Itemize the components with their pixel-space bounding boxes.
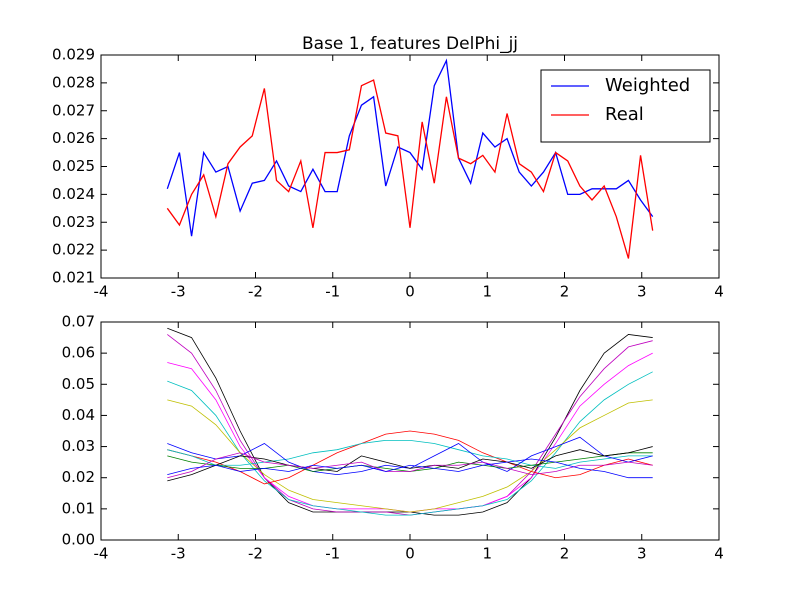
legend-label: Real	[605, 104, 644, 125]
data-line	[166, 79, 654, 259]
x-tick-label: 3	[637, 283, 647, 301]
y-tick-label: 0.05	[62, 375, 95, 393]
y-tick-label: 0.04	[62, 406, 95, 424]
x-tick-label: 1	[482, 283, 492, 301]
y-tick-label: 0.07	[62, 313, 95, 331]
x-tick-label: -1	[325, 283, 340, 301]
y-tick-label: 0.027	[52, 101, 95, 119]
x-tick-label: 1	[482, 545, 492, 563]
x-tick-label: 0	[405, 545, 415, 563]
data-line	[167, 430, 653, 485]
data-line	[167, 452, 653, 479]
x-tick-label: 2	[560, 545, 570, 563]
x-tick-label: -2	[248, 545, 263, 563]
y-tick-label: 0.026	[52, 129, 95, 147]
x-tick-label: 4	[714, 545, 724, 563]
x-tick-label: -4	[94, 545, 109, 563]
data-line	[167, 439, 653, 469]
x-tick-label: -2	[248, 283, 263, 301]
x-tick-label: -4	[94, 283, 109, 301]
data-line	[167, 371, 653, 516]
y-tick-label: 0.00	[62, 531, 95, 549]
x-tick-label: 4	[714, 283, 724, 301]
x-tick-label: -1	[325, 545, 340, 563]
y-tick-label: 0.03	[62, 437, 95, 455]
y-tick-label: 0.021	[52, 269, 95, 287]
y-tick-label: 0.029	[52, 46, 95, 64]
y-tick-label: 0.024	[52, 185, 95, 203]
chart-title: Base 1, features DelPhi_jj	[302, 34, 518, 54]
data-line	[167, 458, 653, 479]
y-tick-label: 0.023	[52, 213, 95, 231]
data-line	[166, 58, 654, 237]
y-tick-label: 0.028	[52, 73, 95, 91]
x-tick-label: 2	[560, 283, 570, 301]
y-tick-label: 0.02	[62, 468, 95, 486]
legend-label: Weighted	[605, 75, 690, 96]
data-line	[167, 446, 653, 482]
x-tick-label: 0	[405, 283, 415, 301]
legend-box	[540, 69, 711, 143]
y-tick-label: 0.06	[62, 344, 95, 362]
x-tick-label: -3	[171, 545, 186, 563]
y-tick-label: 0.01	[62, 499, 95, 517]
x-tick-label: 3	[637, 545, 647, 563]
y-tick-label: 0.025	[52, 157, 95, 175]
data-line	[167, 399, 653, 513]
x-tick-label: -3	[171, 283, 186, 301]
y-tick-label: 0.022	[52, 241, 95, 259]
